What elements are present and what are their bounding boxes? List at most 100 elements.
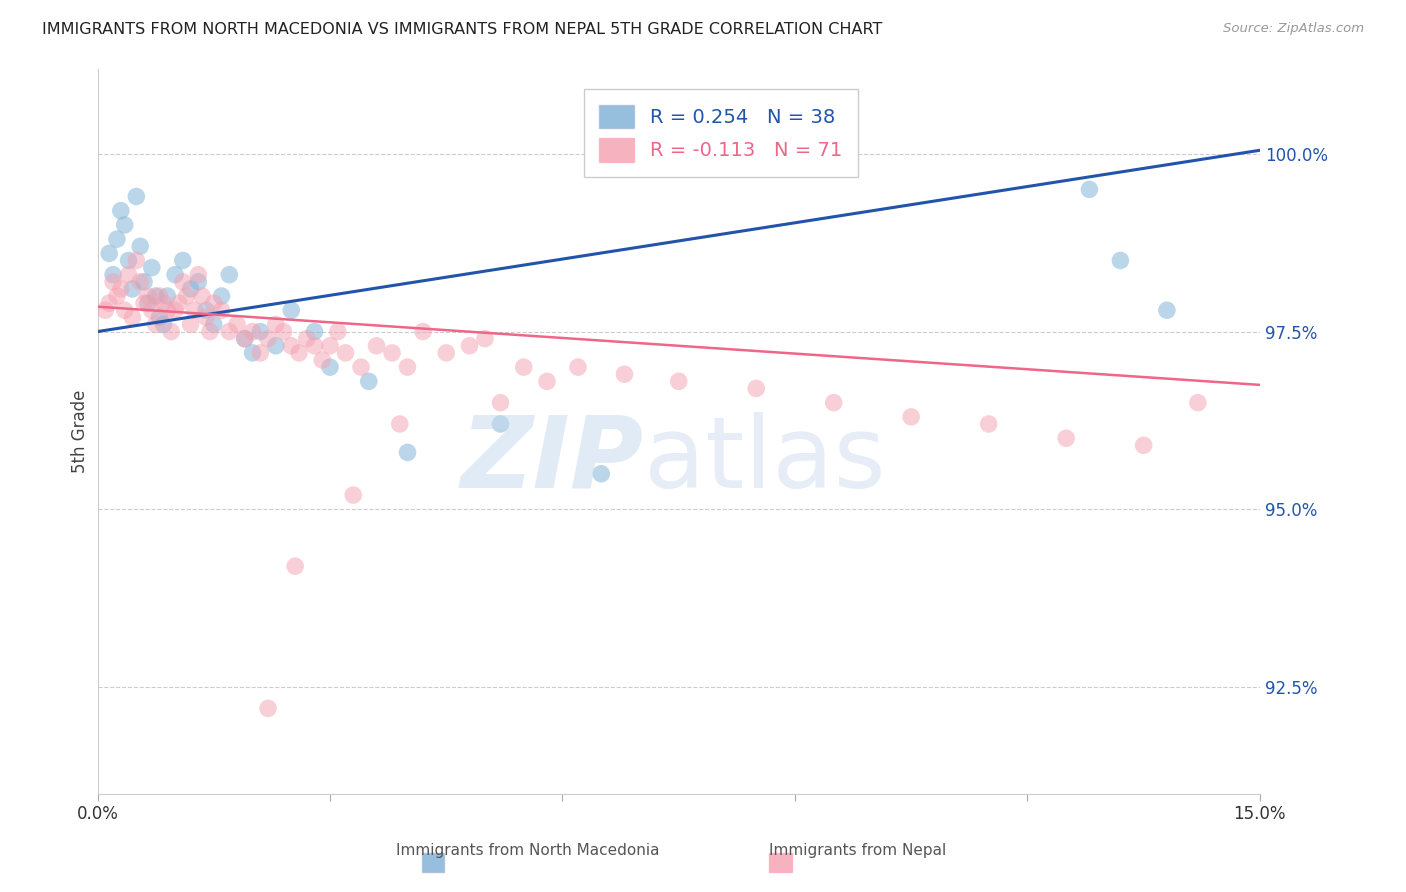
Point [129, 239, 152, 253]
Point [98, 246, 121, 260]
Point [105, 289, 128, 303]
Point [136, 289, 159, 303]
Point [233, 332, 256, 346]
Point [98, 296, 121, 310]
Point [117, 253, 139, 268]
Point [591, 467, 613, 481]
Point [195, 303, 218, 318]
Point [160, 325, 183, 339]
Point [458, 339, 481, 353]
Point [148, 310, 170, 325]
Point [613, 368, 636, 382]
Point [114, 303, 136, 318]
Point [176, 289, 198, 303]
Point [474, 332, 496, 346]
Point [105, 232, 128, 246]
Point [350, 360, 373, 375]
Point [1156, 303, 1178, 318]
Point [114, 218, 136, 232]
Point [326, 325, 349, 339]
Point [381, 346, 404, 360]
Point [264, 339, 287, 353]
Point [273, 325, 295, 339]
Point [156, 303, 179, 318]
Point [129, 275, 152, 289]
Point [94, 303, 117, 318]
Point [141, 260, 163, 275]
Point [110, 282, 132, 296]
Point [132, 275, 155, 289]
Point [211, 303, 233, 318]
Point [264, 318, 287, 332]
Point [257, 701, 280, 715]
Point [1078, 182, 1101, 196]
Point [489, 417, 512, 431]
Point [288, 346, 311, 360]
Point [295, 332, 318, 346]
Point [187, 275, 209, 289]
Point [191, 289, 214, 303]
Point [145, 318, 167, 332]
Point [165, 303, 187, 318]
Point [121, 310, 143, 325]
Point [242, 325, 264, 339]
Point [396, 360, 419, 375]
Point [141, 303, 163, 318]
Point [249, 346, 271, 360]
Point [180, 282, 202, 296]
Point [218, 325, 240, 339]
Point [180, 318, 202, 332]
Point [304, 325, 326, 339]
Text: ZIP: ZIP [461, 411, 644, 508]
Point [284, 559, 307, 574]
Point [165, 268, 187, 282]
Point [489, 395, 512, 409]
Point [900, 409, 922, 424]
Point [125, 253, 148, 268]
Point [110, 203, 132, 218]
Point [156, 289, 179, 303]
Point [172, 275, 194, 289]
Point [412, 325, 434, 339]
Point [132, 296, 155, 310]
Legend: R = 0.254   N = 38, R = -0.113   N = 71: R = 0.254 N = 38, R = -0.113 N = 71 [583, 89, 858, 178]
Point [567, 360, 589, 375]
Point [249, 325, 271, 339]
Point [218, 268, 240, 282]
Point [233, 332, 256, 346]
Text: Immigrants from North Macedonia: Immigrants from North Macedonia [395, 843, 659, 858]
Point [198, 325, 221, 339]
Point [280, 303, 302, 318]
Point [187, 268, 209, 282]
Point [152, 296, 174, 310]
Point [211, 289, 233, 303]
Text: IMMIGRANTS FROM NORTH MACEDONIA VS IMMIGRANTS FROM NEPAL 5TH GRADE CORRELATION C: IMMIGRANTS FROM NORTH MACEDONIA VS IMMIG… [42, 22, 883, 37]
Point [342, 488, 364, 502]
Point [101, 275, 124, 289]
Point [396, 445, 419, 459]
Point [1187, 395, 1209, 409]
Point [136, 296, 159, 310]
Point [101, 268, 124, 282]
Point [388, 417, 411, 431]
Point [117, 268, 139, 282]
Point [280, 339, 302, 353]
Point [167, 296, 190, 310]
Point [366, 339, 388, 353]
Point [1132, 438, 1154, 452]
Point [434, 346, 457, 360]
Point [668, 375, 690, 389]
Point [304, 339, 326, 353]
Text: Source: ZipAtlas.com: Source: ZipAtlas.com [1223, 22, 1364, 36]
Point [195, 310, 218, 325]
Point [183, 303, 205, 318]
Point [172, 253, 194, 268]
Point [536, 375, 558, 389]
Point [335, 346, 357, 360]
Point [242, 346, 264, 360]
Y-axis label: 5th Grade: 5th Grade [72, 390, 89, 473]
Point [202, 296, 225, 310]
Point [202, 318, 225, 332]
Point [357, 375, 380, 389]
Point [145, 289, 167, 303]
